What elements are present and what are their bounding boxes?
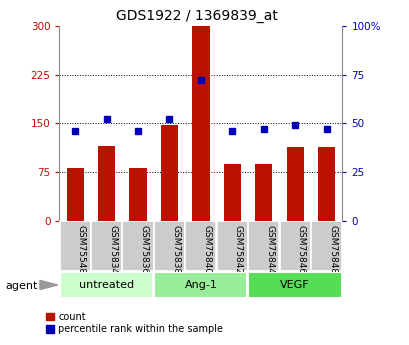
Bar	[216, 221, 247, 271]
Bar	[66, 168, 83, 221]
Polygon shape	[40, 280, 58, 289]
Bar	[310, 221, 342, 271]
Text: GDS1922 / 1369839_at: GDS1922 / 1369839_at	[116, 9, 277, 23]
Bar	[98, 146, 115, 221]
Bar	[254, 164, 272, 221]
Bar	[247, 221, 279, 271]
Text: GSM75836: GSM75836	[139, 225, 148, 274]
Text: GSM75842: GSM75842	[233, 225, 242, 274]
Legend: count, percentile rank within the sample: count, percentile rank within the sample	[46, 312, 223, 334]
Text: Ang-1: Ang-1	[184, 280, 217, 290]
Bar	[317, 147, 335, 221]
Bar	[192, 26, 209, 221]
Bar	[153, 272, 247, 298]
Text: GSM75834: GSM75834	[108, 225, 117, 274]
Bar	[153, 221, 184, 271]
Text: GSM75838: GSM75838	[171, 225, 180, 274]
Bar	[129, 168, 146, 221]
Bar	[185, 221, 216, 271]
Text: GSM75840: GSM75840	[202, 225, 211, 274]
Text: agent: agent	[5, 281, 38, 290]
Bar	[160, 125, 178, 221]
Bar	[223, 164, 240, 221]
Bar	[59, 221, 90, 271]
Text: GSM75548: GSM75548	[76, 225, 85, 274]
Text: untreated: untreated	[79, 280, 134, 290]
Text: GSM75848: GSM75848	[328, 225, 336, 274]
Bar	[247, 272, 341, 298]
Bar	[59, 272, 153, 298]
Bar	[122, 221, 153, 271]
Bar	[91, 221, 122, 271]
Text: GSM75844: GSM75844	[265, 225, 274, 274]
Text: GSM75846: GSM75846	[296, 225, 305, 274]
Bar	[286, 147, 303, 221]
Text: VEGF: VEGF	[280, 280, 309, 290]
Bar	[279, 221, 310, 271]
